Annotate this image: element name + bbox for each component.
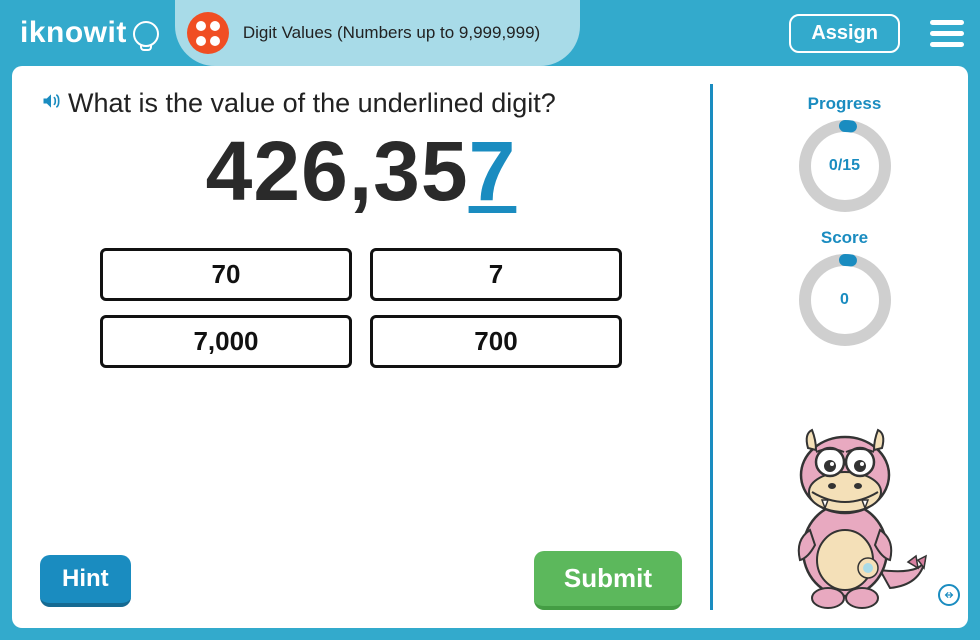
logo-text: iknowit	[20, 16, 127, 50]
expand-icon[interactable]	[938, 584, 960, 606]
lesson-badge-icon	[187, 12, 229, 54]
question-row: What is the value of the underlined digi…	[40, 88, 682, 119]
assign-button[interactable]: Assign	[789, 14, 900, 53]
number-underlined: 7	[469, 124, 517, 218]
option-1[interactable]: 70	[100, 248, 352, 301]
score-ring: 0	[797, 252, 893, 348]
option-2[interactable]: 7	[370, 248, 622, 301]
main-panel: What is the value of the underlined digi…	[12, 66, 710, 628]
bottom-row: Hint Submit	[40, 531, 682, 610]
score-value: 0	[797, 252, 893, 348]
option-4[interactable]: 700	[370, 315, 622, 368]
menu-icon[interactable]	[930, 20, 964, 47]
lesson-title: Digit Values (Numbers up to 9,999,999)	[243, 23, 540, 43]
number-prefix: 426,35	[206, 124, 469, 218]
mascot	[760, 420, 930, 610]
progress-label: Progress	[808, 94, 882, 114]
question-prompt: What is the value of the underlined digi…	[68, 88, 556, 119]
submit-button[interactable]: Submit	[534, 551, 682, 610]
content-area: What is the value of the underlined digi…	[12, 66, 968, 628]
topbar: iknowit Digit Values (Numbers up to 9,99…	[0, 0, 980, 66]
number-display: 426,357	[40, 123, 682, 220]
option-3[interactable]: 7,000	[100, 315, 352, 368]
progress-ring: 0/15	[797, 118, 893, 214]
options-grid: 70 7 7,000 700	[100, 248, 622, 368]
app-root: iknowit Digit Values (Numbers up to 9,99…	[0, 0, 980, 640]
hint-button[interactable]: Hint	[40, 555, 131, 607]
brand-logo[interactable]: iknowit	[0, 16, 159, 50]
lesson-title-pill: Digit Values (Numbers up to 9,999,999)	[175, 0, 580, 66]
bulb-icon	[133, 21, 159, 47]
progress-value: 0/15	[797, 118, 893, 214]
speaker-icon[interactable]	[40, 91, 62, 117]
score-label: Score	[821, 228, 868, 248]
side-panel: Progress 0/15 Score 0	[710, 84, 968, 610]
